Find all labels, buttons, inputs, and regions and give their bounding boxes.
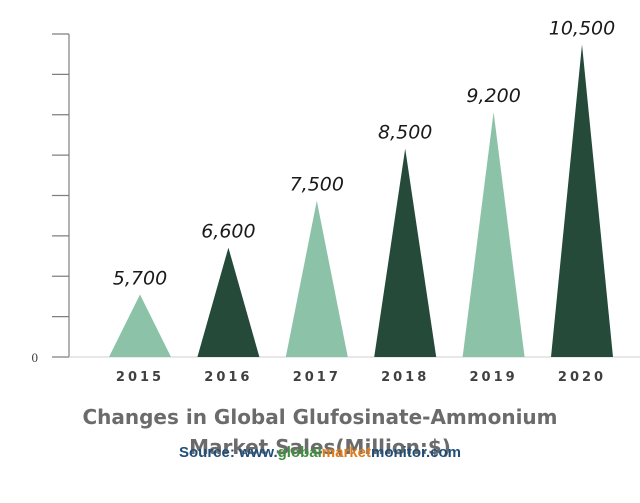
source-note: Source: www.globalmarketmonitor.com: [0, 444, 640, 461]
bar-mark: [462, 112, 525, 357]
x-tick-label: 2018: [381, 370, 429, 385]
x-tick-label: 2017: [293, 370, 341, 385]
y-axis-ticks: [52, 33, 69, 358]
data-label: 8,500: [378, 122, 432, 144]
chart-title-line-2: Market Sales(Million:$): [189, 435, 451, 459]
bar-mark: [285, 200, 348, 357]
y-tick-label-zero: 0: [32, 350, 39, 365]
bar-mark: [109, 294, 171, 357]
x-tick-label: 2020: [558, 370, 606, 385]
source-part-market: market: [321, 444, 371, 461]
data-label: 5,700: [113, 267, 167, 289]
bar-mark: [551, 44, 613, 358]
chart-marks: 5,700 2015 6,600 2016 7,500 2017 8,500 2018 9,20…: [109, 17, 615, 385]
x-tick-label: 2019: [470, 370, 518, 385]
chart-title-line-1: Changes in Global Glufosinate-Ammonium: [82, 405, 558, 429]
source-part-monitor: monitor: [371, 444, 426, 461]
bar-mark: [197, 247, 260, 357]
x-tick-label: 2016: [204, 370, 252, 385]
chart-area: 0 5,700 2015 6,600 2016 7,500 2017 8,500 2018 9,…: [32, 17, 640, 385]
bar-mark: [374, 148, 437, 357]
data-label: 7,500: [290, 174, 344, 196]
source-suffix: .com: [426, 444, 462, 461]
chart-title: Changes in Global Glufosinate-Ammonium M…: [0, 402, 640, 462]
data-label: 10,500: [549, 17, 615, 39]
data-label: 9,200: [466, 85, 520, 107]
data-label: 6,600: [201, 221, 255, 243]
source-prefix: Source: www.: [178, 444, 278, 461]
x-tick-label: 2015: [116, 370, 164, 385]
source-part-global: global: [277, 444, 322, 461]
